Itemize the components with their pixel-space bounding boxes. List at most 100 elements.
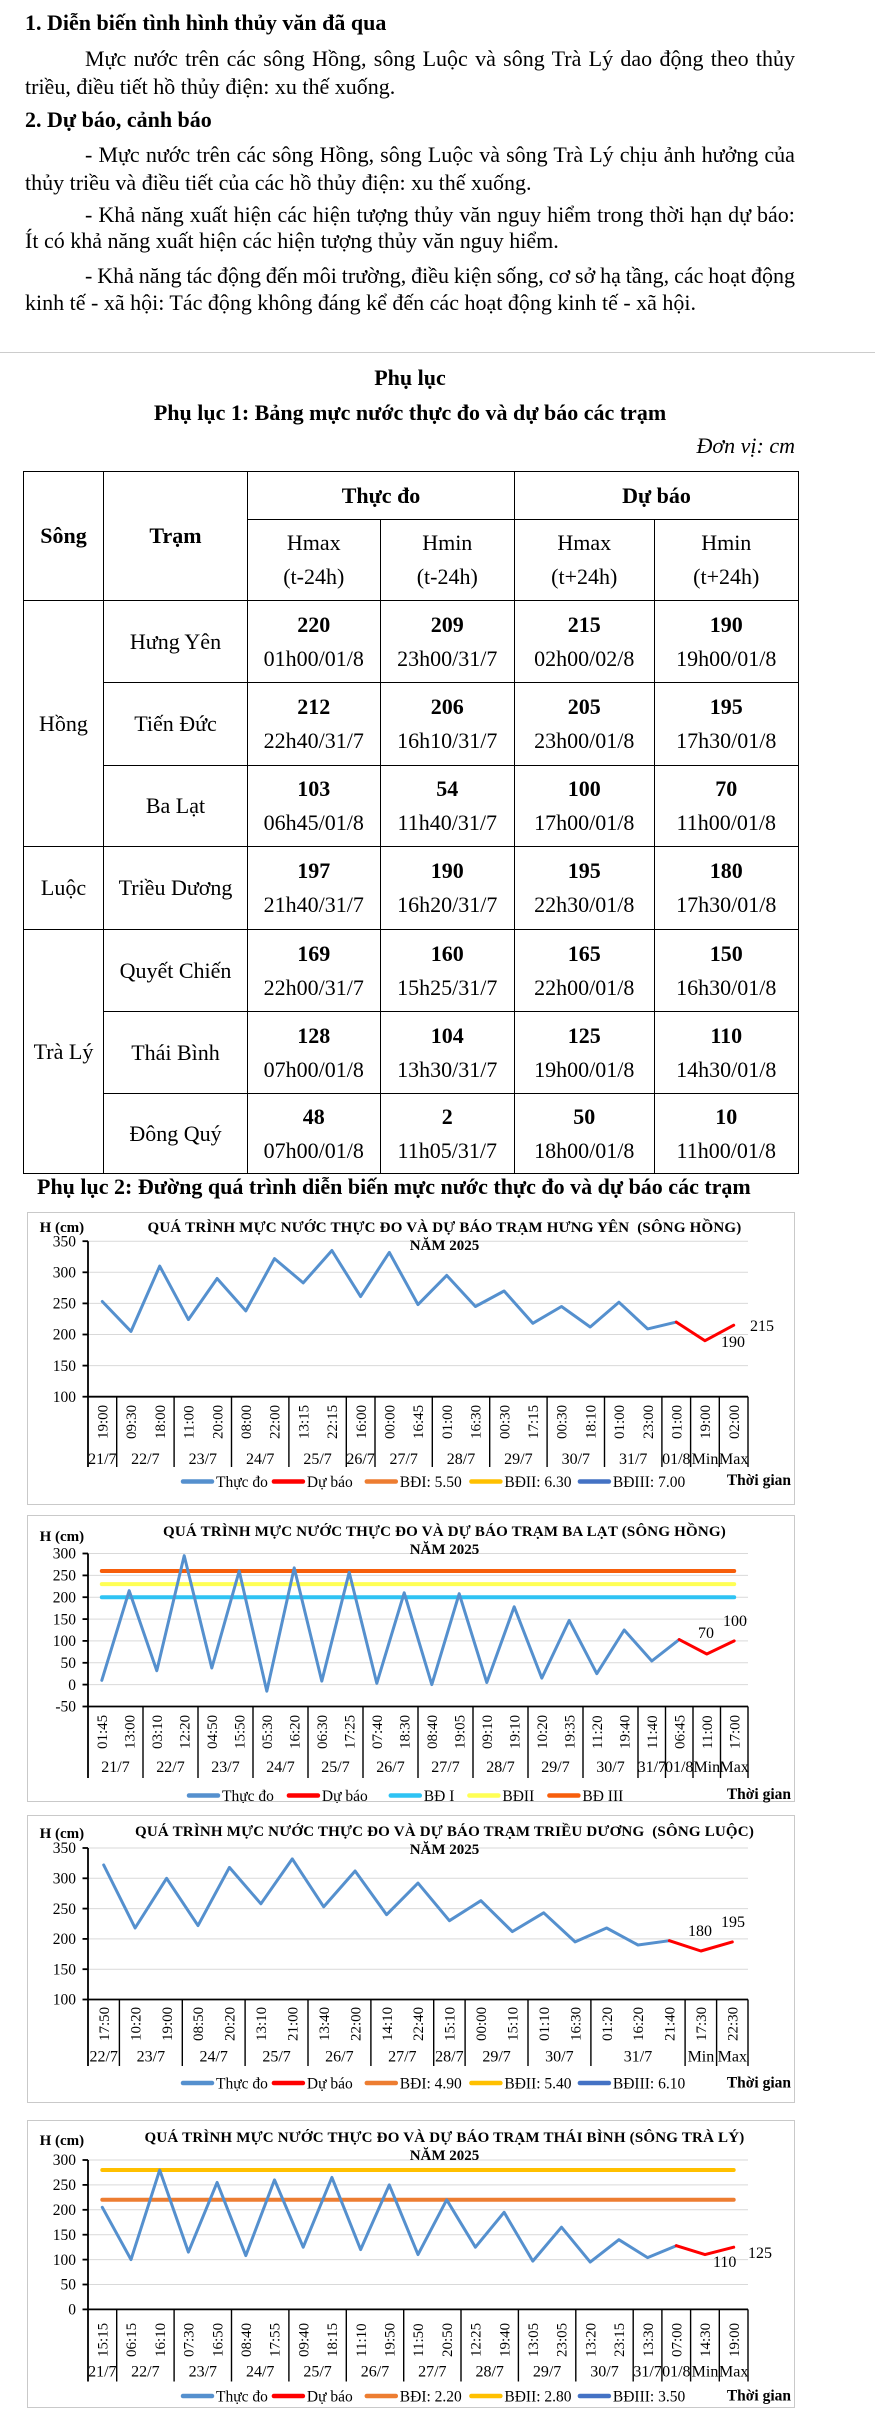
svg-text:17:55: 17:55 <box>268 2323 284 2357</box>
svg-text:17:25: 17:25 <box>342 1715 358 1749</box>
svg-text:18:00: 18:00 <box>153 1405 169 1439</box>
svg-text:100: 100 <box>723 1613 747 1630</box>
svg-text:19:00: 19:00 <box>96 1405 112 1439</box>
svg-text:Thực đo: Thực đo <box>216 2389 268 2406</box>
svg-text:06:45: 06:45 <box>673 1715 689 1749</box>
svg-text:190: 190 <box>721 1334 745 1351</box>
svg-text:100: 100 <box>53 2252 77 2269</box>
svg-text:22/7: 22/7 <box>89 2049 117 2066</box>
svg-text:13:10: 13:10 <box>254 2007 270 2041</box>
svg-text:22:30: 22:30 <box>726 2007 742 2041</box>
svg-text:23/7: 23/7 <box>189 2364 217 2381</box>
svg-text:150: 150 <box>53 1961 77 1978</box>
svg-text:NĂM 2025: NĂM 2025 <box>410 1237 480 1254</box>
svg-text:00:00: 00:00 <box>474 2007 490 2041</box>
svg-text:150: 150 <box>53 1611 77 1628</box>
svg-text:BĐ I: BĐ I <box>424 1788 455 1803</box>
svg-text:22:00: 22:00 <box>348 2007 364 2041</box>
svg-text:BĐIII: 3.50: BĐIII: 3.50 <box>613 2389 686 2406</box>
svg-text:16:20: 16:20 <box>631 2007 647 2041</box>
svg-text:195: 195 <box>721 1914 745 1931</box>
svg-text:26/7: 26/7 <box>325 2049 353 2066</box>
svg-text:01:00: 01:00 <box>612 1405 628 1439</box>
svg-text:BĐI: 4.90: BĐI: 4.90 <box>400 2076 462 2093</box>
svg-text:25/7: 25/7 <box>303 2364 331 2381</box>
svg-text:H (cm): H (cm) <box>40 1220 85 1236</box>
svg-text:00:00: 00:00 <box>383 1405 399 1439</box>
svg-text:11:00: 11:00 <box>700 1715 716 1749</box>
svg-text:25/7: 25/7 <box>321 1759 349 1776</box>
svg-text:Dự báo: Dự báo <box>307 2389 353 2406</box>
svg-text:13:20: 13:20 <box>583 2323 599 2357</box>
svg-text:20:20: 20:20 <box>223 2007 239 2041</box>
svg-text:08:00: 08:00 <box>239 1405 255 1439</box>
svg-text:19:40: 19:40 <box>618 1715 634 1749</box>
svg-text:350: 350 <box>53 1233 77 1250</box>
svg-text:H (cm): H (cm) <box>40 2133 85 2149</box>
svg-text:0: 0 <box>68 2302 76 2319</box>
svg-text:13:00: 13:00 <box>123 1715 139 1749</box>
svg-text:Thời gian: Thời gian <box>727 2075 792 2092</box>
svg-text:07:40: 07:40 <box>370 1715 386 1749</box>
svg-text:21:40: 21:40 <box>663 2007 679 2041</box>
svg-text:NĂM 2025: NĂM 2025 <box>410 1841 480 1858</box>
svg-text:15:50: 15:50 <box>232 1715 248 1749</box>
svg-text:09:40: 09:40 <box>296 2323 312 2357</box>
svg-text:11:00: 11:00 <box>182 1405 198 1439</box>
svg-text:11:20: 11:20 <box>590 1715 606 1749</box>
svg-text:01/8: 01/8 <box>662 1451 690 1468</box>
svg-text:QUÁ TRÌNH MỰC NƯỚC THỰC ĐO VÀ: QUÁ TRÌNH MỰC NƯỚC THỰC ĐO VÀ DỰ BÁO TRẠ… <box>135 1823 754 1840</box>
svg-text:200: 200 <box>53 1327 77 1344</box>
svg-text:30/7: 30/7 <box>545 2049 573 2066</box>
svg-text:300: 300 <box>53 1871 77 1888</box>
svg-text:01:10: 01:10 <box>537 2007 553 2041</box>
svg-text:30/7: 30/7 <box>562 1451 590 1468</box>
svg-text:23/7: 23/7 <box>211 1759 239 1776</box>
svg-text:200: 200 <box>53 2202 77 2219</box>
svg-text:29/7: 29/7 <box>482 2049 510 2066</box>
svg-text:16:30: 16:30 <box>469 1405 485 1439</box>
svg-text:-50: -50 <box>55 1699 76 1716</box>
svg-text:27/7: 27/7 <box>388 2049 416 2066</box>
svg-text:0: 0 <box>68 1677 76 1694</box>
svg-text:200: 200 <box>53 1931 77 1948</box>
svg-text:01:00: 01:00 <box>670 1405 686 1439</box>
svg-text:Thời gian: Thời gian <box>727 1786 792 1803</box>
svg-text:22:40: 22:40 <box>411 2007 427 2041</box>
svg-text:22:15: 22:15 <box>325 1405 341 1439</box>
svg-text:18:30: 18:30 <box>397 1715 413 1749</box>
svg-text:24/7: 24/7 <box>246 2364 274 2381</box>
svg-text:BĐI: 5.50: BĐI: 5.50 <box>400 1474 462 1491</box>
svg-text:13:05: 13:05 <box>526 2323 542 2357</box>
svg-text:200: 200 <box>53 1589 77 1606</box>
svg-text:BĐII: 6.30: BĐII: 6.30 <box>504 1474 571 1491</box>
svg-text:01:20: 01:20 <box>600 2007 616 2041</box>
svg-text:06:30: 06:30 <box>315 1715 331 1749</box>
svg-text:13:30: 13:30 <box>641 2323 657 2357</box>
svg-text:Max: Max <box>719 1451 748 1468</box>
svg-text:22/7: 22/7 <box>131 1451 159 1468</box>
svg-text:BĐII: BĐII <box>502 1788 534 1803</box>
svg-text:12:25: 12:25 <box>469 2323 485 2357</box>
svg-text:15:10: 15:10 <box>443 2007 459 2041</box>
svg-text:27/7: 27/7 <box>389 1451 417 1468</box>
svg-text:14:10: 14:10 <box>380 2007 396 2041</box>
svg-text:BĐI: 2.20: BĐI: 2.20 <box>400 2389 462 2406</box>
svg-text:01:00: 01:00 <box>440 1405 456 1439</box>
svg-text:300: 300 <box>53 1265 77 1282</box>
svg-text:16:10: 16:10 <box>153 2323 169 2357</box>
svg-text:07:30: 07:30 <box>182 2323 198 2357</box>
svg-text:BĐIII: 6.10: BĐIII: 6.10 <box>613 2076 686 2093</box>
svg-text:22:00: 22:00 <box>268 1405 284 1439</box>
svg-text:01/8: 01/8 <box>665 1759 693 1776</box>
svg-text:23:15: 23:15 <box>612 2323 628 2357</box>
svg-text:28/7: 28/7 <box>435 2049 463 2066</box>
svg-text:250: 250 <box>53 1568 77 1585</box>
svg-text:31/7: 31/7 <box>624 2049 652 2066</box>
svg-text:17:30: 17:30 <box>694 2007 710 2041</box>
svg-text:26/7: 26/7 <box>361 2364 389 2381</box>
svg-text:125: 125 <box>748 2245 772 2262</box>
svg-text:Max: Max <box>719 2364 748 2381</box>
svg-text:BĐ III: BĐ III <box>582 1788 623 1803</box>
svg-text:11:40: 11:40 <box>645 1715 661 1749</box>
